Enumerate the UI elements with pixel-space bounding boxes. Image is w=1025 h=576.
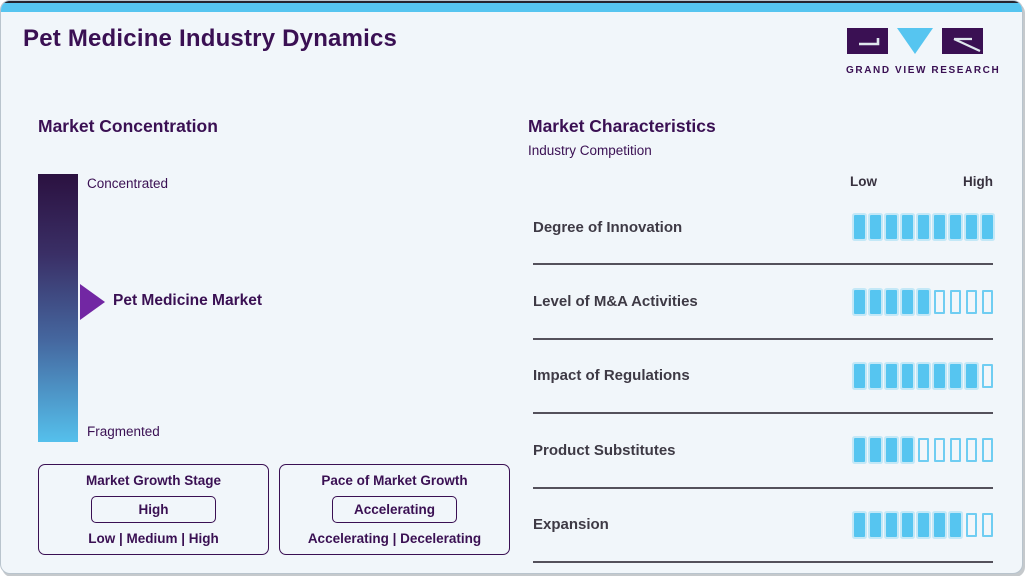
tick-filled <box>902 438 913 463</box>
market-concentration-title: Market Concentration <box>38 116 218 136</box>
tick-filled <box>854 289 865 314</box>
market-characteristics-title: Market Characteristics <box>528 116 716 136</box>
tick-filled <box>934 512 945 537</box>
characteristic-label: Level of M&A Activities <box>533 293 698 311</box>
rating-tick-bar <box>849 289 993 314</box>
characteristic-row: Product Substitutes <box>533 414 993 489</box>
tick-empty <box>950 438 961 463</box>
tick-filled <box>902 363 913 388</box>
rating-tick-bar <box>849 512 993 537</box>
tick-empty <box>966 438 977 463</box>
tick-empty <box>982 363 993 388</box>
tick-filled <box>886 512 897 537</box>
rating-scale-header: Low High <box>850 174 993 189</box>
characteristic-row: Impact of Regulations <box>533 340 993 415</box>
tick-filled <box>966 363 977 388</box>
characteristic-label: Degree of Innovation <box>533 218 683 236</box>
characteristic-label: Product Substitutes <box>533 441 676 459</box>
tick-filled <box>934 363 945 388</box>
tick-empty <box>934 289 945 314</box>
tick-filled <box>886 438 897 463</box>
industry-competition-subtitle: Industry Competition <box>528 143 652 158</box>
tick-filled <box>870 438 881 463</box>
growth-stage-value: High <box>91 496 216 523</box>
tick-filled <box>934 215 945 240</box>
tick-filled <box>870 215 881 240</box>
tick-filled <box>902 289 913 314</box>
tick-filled <box>870 512 881 537</box>
rating-scale-high-label: High <box>963 174 993 189</box>
characteristic-row: Expansion <box>533 489 993 563</box>
tick-filled <box>918 512 929 537</box>
rating-scale-low-label: Low <box>850 174 877 189</box>
tick-filled <box>918 289 929 314</box>
tick-filled <box>950 215 961 240</box>
tick-filled <box>950 512 961 537</box>
rating-tick-bar <box>849 438 993 463</box>
market-position-arrow-icon <box>80 284 105 320</box>
page-title: Pet Medicine Industry Dynamics <box>23 25 398 52</box>
tick-filled <box>902 215 913 240</box>
scale-label-fragmented: Fragmented <box>87 424 160 439</box>
rating-tick-bar <box>849 215 993 240</box>
growth-pace-options: Accelerating | Decelerating <box>307 531 482 546</box>
market-growth-pace-box: Pace of Market Growth Accelerating Accel… <box>279 464 510 555</box>
brand-logo: GRAND VIEW RESEARCH <box>846 27 1001 76</box>
growth-pace-title: Pace of Market Growth <box>321 473 468 488</box>
tick-filled <box>982 215 993 240</box>
tick-empty <box>982 438 993 463</box>
tick-filled <box>918 363 929 388</box>
scale-label-concentrated: Concentrated <box>87 176 169 191</box>
tick-filled <box>854 438 865 463</box>
tick-empty <box>966 512 977 537</box>
tick-filled <box>966 215 977 240</box>
rating-tick-bar <box>849 363 993 388</box>
tick-filled <box>918 215 929 240</box>
market-growth-stage-box: Market Growth Stage High Low | Medium | … <box>38 464 269 555</box>
characteristics-rows: Degree of Innovation Level of M&A Activit… <box>533 191 993 563</box>
tick-filled <box>886 363 897 388</box>
brand-logo-text: GRAND VIEW RESEARCH <box>846 65 1001 76</box>
tick-filled <box>854 363 865 388</box>
characteristic-row: Degree of Innovation <box>533 191 993 266</box>
tick-empty <box>982 289 993 314</box>
top-accent-bar <box>1 1 1022 12</box>
growth-pace-value: Accelerating <box>332 496 457 523</box>
tick-empty <box>966 289 977 314</box>
concentration-gradient-bar <box>38 174 78 442</box>
characteristic-label: Expansion <box>533 516 609 534</box>
tick-filled <box>870 289 881 314</box>
growth-stage-options: Low | Medium | High <box>88 531 219 546</box>
tick-filled <box>854 512 865 537</box>
gvr-logo-icon <box>847 28 983 54</box>
tick-filled <box>886 289 897 314</box>
tick-filled <box>950 363 961 388</box>
tick-filled <box>870 363 881 388</box>
tick-empty <box>934 438 945 463</box>
growth-stage-title: Market Growth Stage <box>85 473 222 488</box>
characteristic-row: Level of M&A Activities <box>533 265 993 340</box>
market-position-label: Pet Medicine Market <box>113 292 263 309</box>
tick-empty <box>950 289 961 314</box>
tick-filled <box>854 215 865 240</box>
characteristic-label: Impact of Regulations <box>533 367 690 385</box>
tick-filled <box>886 215 897 240</box>
tick-filled <box>902 512 913 537</box>
tick-empty <box>918 438 929 463</box>
tick-empty <box>982 512 993 537</box>
